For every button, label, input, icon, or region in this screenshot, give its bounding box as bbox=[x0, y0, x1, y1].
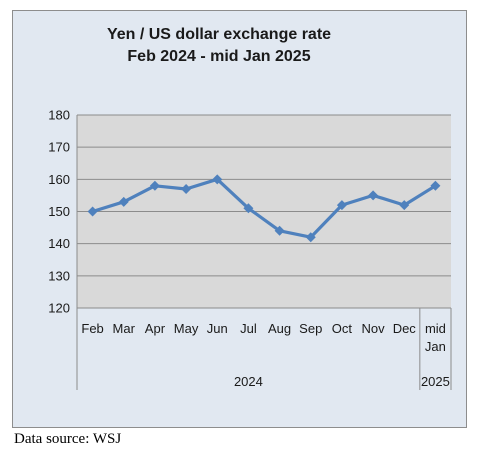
data-point-oct bbox=[336, 200, 347, 211]
y-tick-label-150: 150 bbox=[48, 204, 70, 219]
series-line bbox=[90, 177, 437, 239]
data-point-mid-jan bbox=[430, 180, 441, 191]
data-point-dec bbox=[399, 200, 410, 211]
year-group-label-2024: 2024 bbox=[234, 374, 263, 389]
data-point-mar bbox=[118, 196, 129, 207]
chart-title: Yen / US dollar exchange rate Feb 2024 -… bbox=[74, 24, 364, 68]
chart-title-line-2: Feb 2024 - mid Jan 2025 bbox=[127, 48, 311, 65]
y-tick-label-130: 130 bbox=[48, 268, 70, 283]
x-category-label-11-line-0: mid bbox=[425, 321, 446, 336]
year-group-label-2025: 2025 bbox=[421, 374, 450, 389]
x-category-label-2: Apr bbox=[145, 321, 166, 336]
data-point-may bbox=[181, 183, 192, 194]
chart-title-line-1: Yen / US dollar exchange rate bbox=[106, 26, 332, 43]
data-point-sep bbox=[305, 232, 316, 243]
x-category-label-0: Feb bbox=[81, 321, 103, 336]
x-category-label-11-line-1: Jan bbox=[425, 339, 446, 354]
y-tick-label-170: 170 bbox=[48, 140, 70, 155]
x-category-label-7: Sep bbox=[299, 321, 322, 336]
x-category-label-10: Dec bbox=[393, 321, 417, 336]
data-point-jul bbox=[243, 203, 254, 214]
x-category-label-4: Jun bbox=[207, 321, 228, 336]
y-tick-label-160: 160 bbox=[48, 172, 70, 187]
y-tick-label-120: 120 bbox=[48, 301, 70, 316]
data-point-aug bbox=[274, 225, 285, 236]
data-point-apr bbox=[149, 180, 160, 191]
data-point-jun bbox=[212, 174, 223, 185]
x-category-label-1: Mar bbox=[113, 321, 136, 336]
data-source-note: Data source: WSJ bbox=[14, 431, 122, 447]
data-point-feb bbox=[87, 206, 98, 217]
x-category-label-3: May bbox=[174, 321, 199, 336]
y-tick-label-140: 140 bbox=[48, 236, 70, 251]
data-point-nov bbox=[368, 190, 379, 201]
x-category-label-8: Oct bbox=[332, 321, 353, 336]
y-tick-label-180: 180 bbox=[48, 108, 70, 123]
x-category-label-9: Nov bbox=[362, 321, 386, 336]
x-category-label-5: Jul bbox=[240, 321, 257, 336]
x-category-label-6: Aug bbox=[268, 321, 291, 336]
